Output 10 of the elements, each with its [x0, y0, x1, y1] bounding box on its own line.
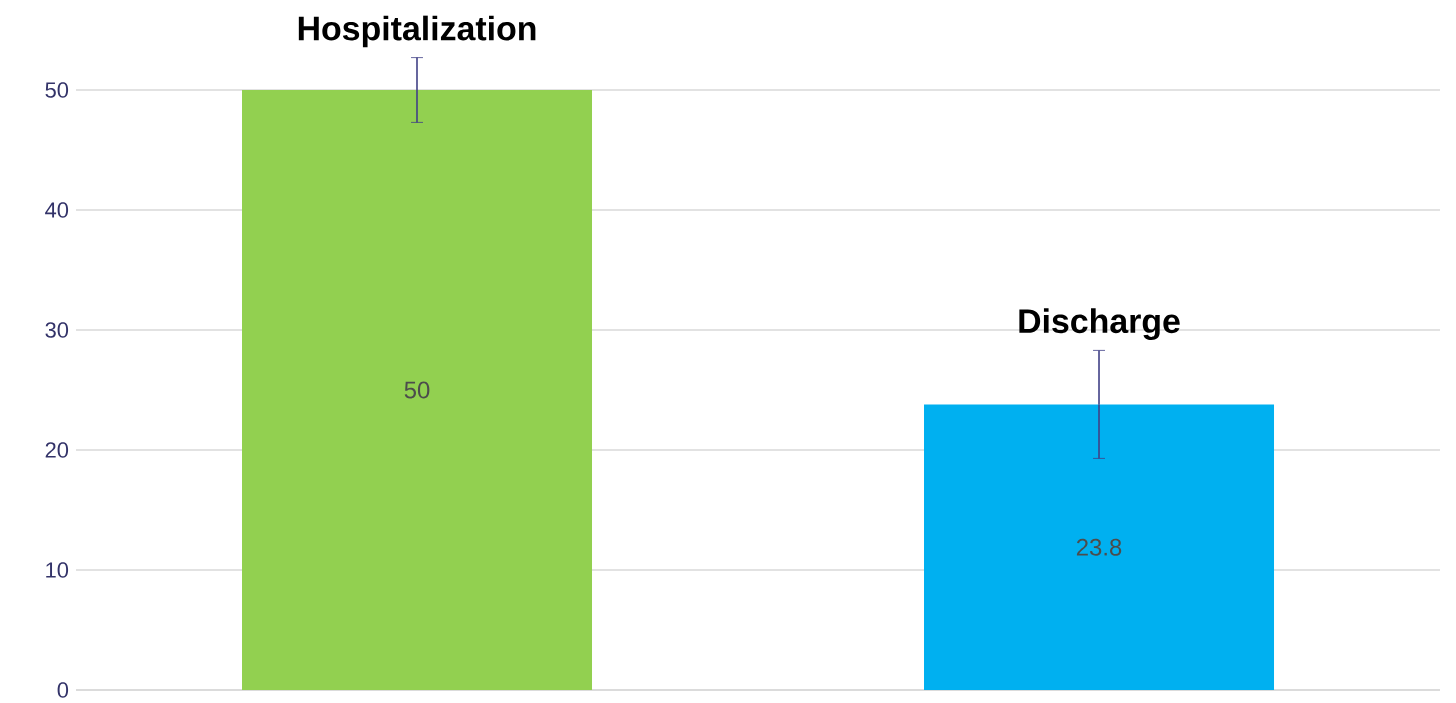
- y-tick-label: 40: [45, 202, 69, 218]
- data-label: 50: [404, 381, 430, 399]
- data-label: 23.8: [1076, 538, 1122, 556]
- y-tick-label: 50: [45, 82, 69, 98]
- x-tick-label: Discharge: [1019, 308, 1180, 341]
- x-tick-label: Hospitalization: [298, 15, 536, 48]
- y-tick-label: 0: [57, 682, 69, 698]
- y-tick-label: 20: [45, 442, 69, 458]
- y-tick-label: 30: [45, 322, 69, 338]
- y-tick-label: 10: [46, 562, 69, 578]
